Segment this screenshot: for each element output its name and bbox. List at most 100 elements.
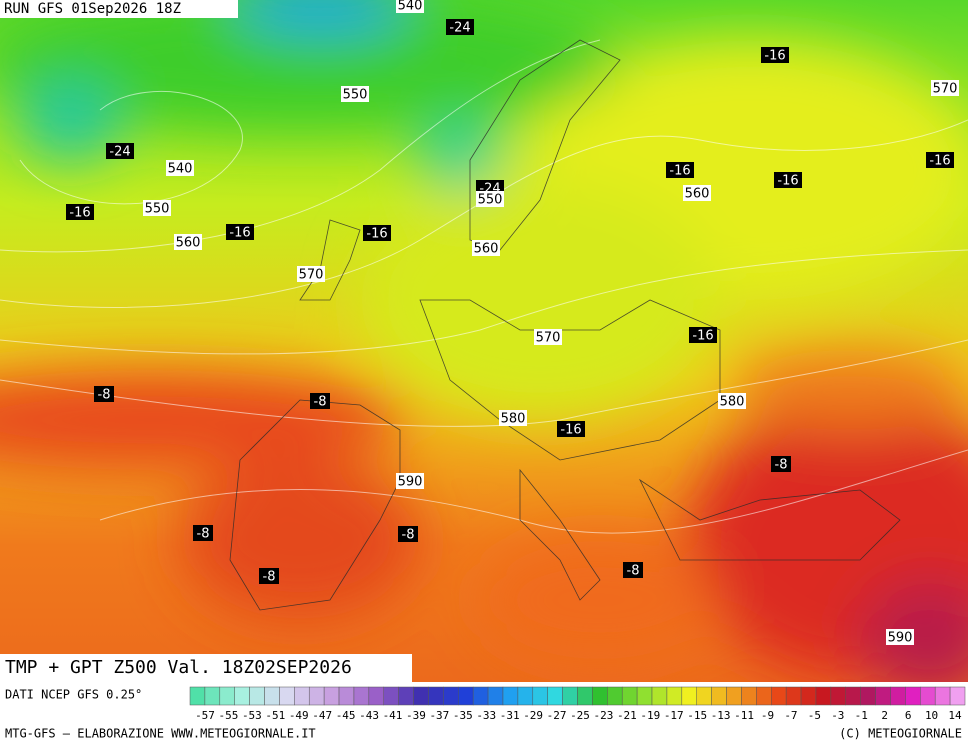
color-swatch	[189, 686, 206, 706]
scale-tick-label: -53	[242, 709, 262, 722]
color-swatch	[741, 686, 757, 706]
scale-tick-label: -5	[808, 709, 821, 722]
scale-tick-label: -13	[711, 709, 731, 722]
color-swatch	[890, 686, 906, 706]
label-box	[926, 152, 954, 168]
color-swatch	[905, 686, 921, 706]
height-label: 560	[474, 242, 499, 257]
color-swatch	[607, 686, 623, 706]
height-label: 570	[536, 331, 561, 346]
label-box	[557, 421, 585, 437]
run-text: RUN GFS 01Sep2026 18Z	[4, 1, 181, 17]
label-box	[297, 266, 325, 282]
color-swatch	[577, 686, 593, 706]
scale-tick-label: -19	[640, 709, 660, 722]
label-box	[143, 200, 171, 216]
temperature-label: -16	[692, 329, 713, 344]
scale-tick-label: -3	[831, 709, 844, 722]
color-swatch	[279, 686, 295, 706]
color-swatch	[562, 686, 578, 706]
temperature-label: -8	[775, 458, 788, 473]
color-swatch	[323, 686, 340, 706]
label-box	[398, 526, 418, 542]
color-swatch	[711, 686, 727, 706]
height-label: 560	[685, 187, 710, 202]
temperature-label: -16	[229, 226, 250, 241]
color-swatch	[264, 686, 280, 706]
label-box	[623, 562, 643, 578]
scale-tick-label: -55	[219, 709, 239, 722]
color-swatch	[458, 686, 474, 706]
label-box	[666, 162, 694, 178]
color-swatch	[920, 686, 936, 706]
height-label: 540	[168, 162, 193, 177]
scale-tick-label: -31	[500, 709, 520, 722]
height-label: 550	[478, 193, 503, 208]
scale-tick-label: -11	[734, 709, 754, 722]
color-swatch	[219, 686, 235, 706]
color-swatch	[487, 686, 504, 706]
color-swatch	[785, 686, 802, 706]
color-swatch	[934, 686, 951, 706]
source-text: DATI NCEP GFS 0.25°	[5, 688, 142, 702]
color-swatch	[368, 686, 385, 706]
scale-tick-label: -51	[265, 709, 285, 722]
color-swatch	[413, 686, 429, 706]
color-swatch	[830, 686, 847, 706]
temperature-label: -8	[197, 527, 210, 542]
scale-tick-label: -35	[453, 709, 473, 722]
color-swatch	[636, 686, 653, 706]
label-box	[771, 456, 791, 472]
label-box	[396, 0, 424, 13]
label-box	[761, 47, 789, 63]
label-box	[472, 240, 500, 256]
scale-tick-label: -57	[195, 709, 215, 722]
scale-tick-label: -49	[289, 709, 309, 722]
height-label: 540	[398, 0, 423, 14]
color-swatch	[800, 686, 817, 706]
label-box	[476, 191, 504, 207]
height-label: 550	[145, 202, 170, 217]
label-box	[193, 525, 213, 541]
color-scale: -57 -55 -53 -51 -49 -47 -45 -43 -41 -39 -37 -35 -33-…	[189, 686, 966, 722]
label-box	[341, 86, 369, 102]
color-swatch	[502, 686, 519, 706]
label-box	[689, 327, 717, 343]
title-box	[0, 654, 412, 682]
height-label: 560	[176, 236, 201, 251]
height-label: 590	[398, 475, 423, 490]
label-box	[363, 225, 391, 241]
color-swatch	[681, 686, 697, 706]
scale-tick-label: -41	[383, 709, 403, 722]
height-label: 550	[343, 88, 368, 103]
color-swatch	[234, 686, 250, 706]
temperature-label: -8	[98, 388, 111, 403]
scale-tick-label: -29	[523, 709, 543, 722]
color-swatch	[845, 686, 861, 706]
height-label: 570	[299, 268, 324, 283]
scale-tick-label: -33	[476, 709, 496, 722]
color-swatch	[204, 686, 221, 706]
color-swatch	[547, 686, 563, 706]
scale-tick-label: -37	[429, 709, 449, 722]
scale-tick-label: -23	[594, 709, 614, 722]
run-box	[0, 0, 238, 18]
scale-tick-label: -9	[761, 709, 774, 722]
label-box	[446, 19, 474, 35]
temperature-label: -24	[449, 21, 470, 36]
scale-tick-label: 10	[925, 709, 938, 722]
height-label: 580	[720, 395, 745, 410]
label-box	[774, 172, 802, 188]
temperature-label: -8	[314, 395, 327, 410]
label-box	[396, 473, 424, 489]
temperature-label: -16	[560, 423, 581, 438]
color-swatch	[666, 686, 683, 706]
scale-tick-label: 2	[881, 709, 888, 722]
label-box	[174, 234, 202, 250]
scale-tick-label: -15	[687, 709, 707, 722]
label-box	[534, 329, 562, 345]
map-title: TMP + GPT Z500 Val. 18Z02SEP2026	[5, 657, 352, 678]
height-contours	[0, 39, 968, 534]
label-box	[106, 143, 134, 159]
